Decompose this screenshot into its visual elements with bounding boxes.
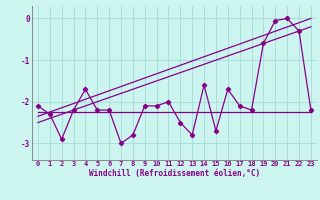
X-axis label: Windchill (Refroidissement éolien,°C): Windchill (Refroidissement éolien,°C): [89, 169, 260, 178]
